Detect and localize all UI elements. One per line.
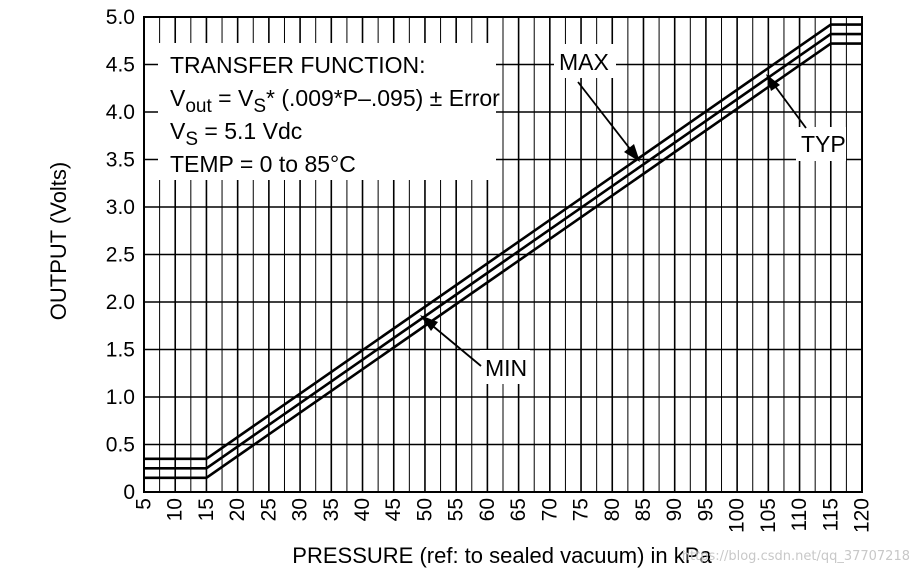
y-tick-label: 5.0 [106,6,135,29]
y-tick-label: 0 [123,481,135,504]
plot-frame [143,16,863,493]
x-tick-label: 35 [320,498,343,521]
max-arrowhead [624,144,640,162]
y-tick-label: 0.5 [106,434,135,457]
y-axis-label: OUTPUT (Volts) [46,162,71,321]
x-tick-label: 85 [632,498,655,521]
x-tick-label: 40 [351,498,374,521]
min-label-background [480,350,530,384]
y-tick-labels: 0 0.5 1.0 1.5 2.0 2.5 3.0 3.5 4.0 4.5 5.0 [106,6,135,504]
info-box-temperature: TEMP = 0 to 85°C [170,151,356,177]
x-tick-label: 50 [413,498,436,521]
y-tick-label: 1.0 [106,386,135,409]
x-axis-label: PRESSURE (ref: to sealed vacuum) in kPa [292,543,712,568]
typ-pointer-arrow [771,81,807,129]
typ-series-label: TYP [801,131,846,157]
x-tick-label: 105 [757,498,780,533]
min-arrowhead [420,315,438,331]
x-tick-label: 25 [257,498,280,521]
x-tick-label: 115 [819,498,842,531]
series-layer [144,23,862,480]
x-tick-label: 110 [788,498,811,531]
x-tick-label: 65 [507,498,530,521]
max-pointer-arrow [577,81,635,155]
x-tick-label: 80 [601,498,624,521]
x-tick-labels: 5 10 15 20 25 30 35 40 45 50 55 60 65 70 75 80 85 90 95 100… [133,498,874,533]
y-tick-label: 4.5 [106,54,135,77]
x-tick-label: 90 [663,498,686,521]
y-tick-label: 2.5 [106,244,135,267]
x-tick-label: 70 [538,498,561,521]
y-tick-label: 1.5 [106,339,135,362]
watermark-text: https://blog.csdn.net/qq_37707218 [682,549,910,564]
x-tick-label: 5 [133,498,156,510]
typ-arrowhead [766,74,780,91]
series-line-max [144,23,862,461]
info-box-background [158,43,496,180]
x-tick-label: 60 [476,498,499,521]
x-tick-label: 10 [164,498,187,521]
x-tick-label: 100 [726,498,749,533]
major-grid [144,17,862,492]
typ-label-background [796,127,846,161]
info-box-title: TRANSFER FUNCTION: [170,52,426,78]
min-series-label: MIN [485,355,527,381]
x-tick-label: 95 [694,498,717,521]
info-box-equation: Vout = VS* (.009*P–.095) ± Error [170,85,500,117]
y-tick-label: 3.5 [106,149,135,172]
x-tick-label: 45 [382,498,405,521]
series-line-typ [144,32,862,470]
x-tick-label: 55 [445,498,468,521]
min-pointer-arrow [427,321,482,367]
y-tick-label: 3.0 [106,196,135,219]
x-tick-label: 120 [851,498,874,533]
info-box-supply: VS = 5.1 Vdc [170,118,302,150]
x-tick-label: 20 [226,498,249,521]
y-tick-label: 2.0 [106,291,135,314]
x-tick-label: 30 [289,498,312,521]
series-line-min [144,42,862,480]
x-tick-label: 75 [570,498,593,521]
x-tick-label: 15 [195,498,218,521]
y-tick-label: 4.0 [106,101,135,124]
max-series-label: MAX [559,49,609,75]
max-label-background [554,44,616,78]
